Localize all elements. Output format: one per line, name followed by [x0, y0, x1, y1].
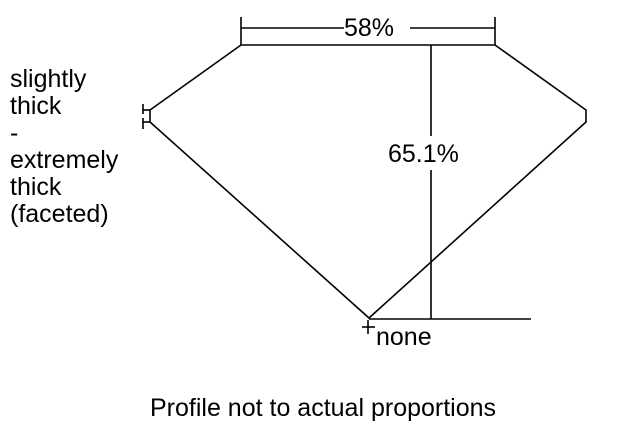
depth-percent-label: 65.1%: [388, 140, 459, 168]
girdle-label-line: thick: [10, 173, 62, 201]
culet-marker: [362, 320, 375, 334]
girdle-label-line: -: [10, 119, 19, 147]
girdle-label-line: thick: [10, 92, 62, 120]
caption: Profile not to actual proportions: [150, 394, 497, 422]
girdle-label-line: slightly: [10, 65, 87, 93]
girdle-label: slightly thick - extremely thick (facete…: [10, 66, 118, 228]
girdle-marker: [142, 104, 150, 129]
gem-outline: [149, 44, 587, 320]
culet-label: none: [376, 323, 432, 351]
table-percent-label: 58%: [344, 14, 395, 42]
girdle-label-line: extremely: [10, 146, 119, 174]
girdle-label-line: (faceted): [10, 200, 109, 228]
